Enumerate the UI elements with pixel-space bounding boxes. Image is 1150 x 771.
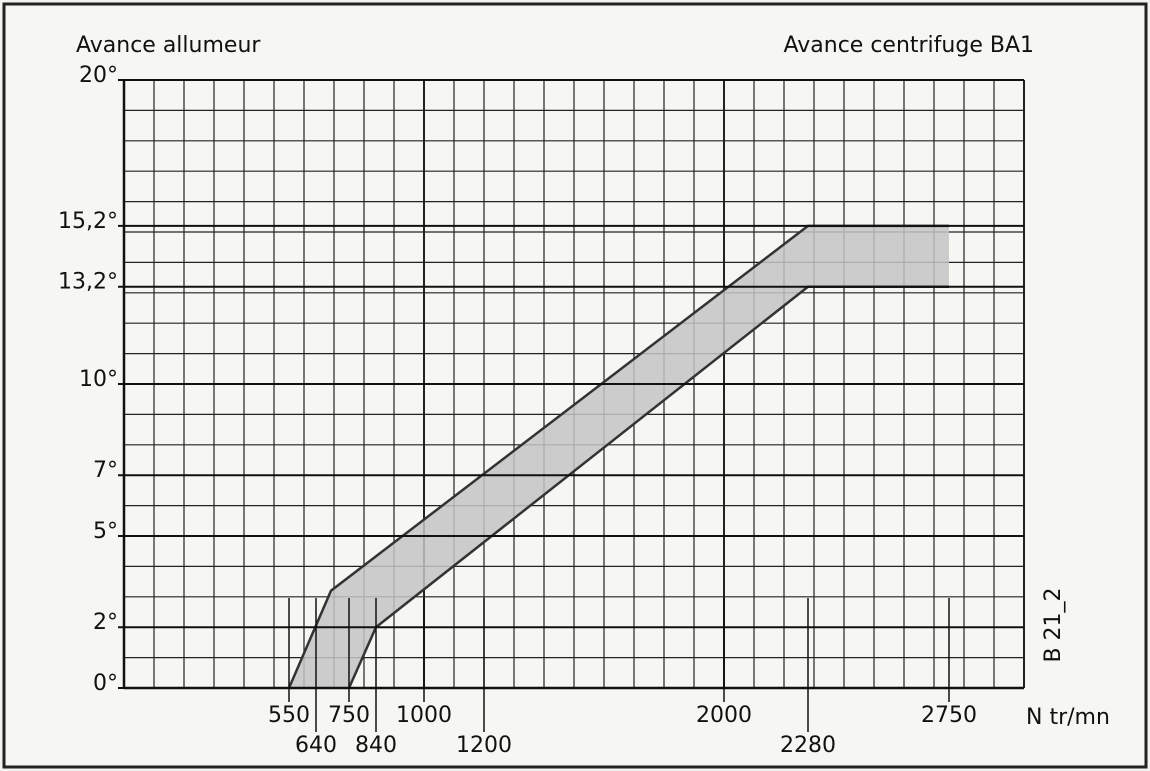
x-tick-label: 840 [355,733,397,758]
band-fill [289,225,949,689]
y-tick-label: 13,2° [58,270,118,295]
x-tick-label: 1000 [396,703,452,728]
x-tick-label: 1200 [456,733,512,758]
x-tick-label: 2000 [696,703,752,728]
x-tick-label: 2280 [780,733,836,758]
y-tick-label: 10° [79,367,118,392]
chart-title: Avance allumeur [76,33,261,58]
x-tick-label: 550 [268,703,310,728]
y-tick-label: 15,2° [58,209,118,234]
y-tick-label: 5° [93,519,118,544]
chart-subtitle: Avance centrifuge BA1 [783,33,1034,58]
x-tick-label: 2750 [921,703,977,728]
annotation: B 21_2 [1041,587,1066,662]
x-tick-label: 750 [328,703,370,728]
x-tick-label: 640 [295,733,337,758]
y-tick-label: 0° [93,671,118,696]
y-tick-label: 20° [79,63,118,88]
y-tick-label: 2° [93,610,118,635]
x-axis-label: N tr/mn [1026,705,1110,730]
y-tick-label: 7° [93,458,118,483]
